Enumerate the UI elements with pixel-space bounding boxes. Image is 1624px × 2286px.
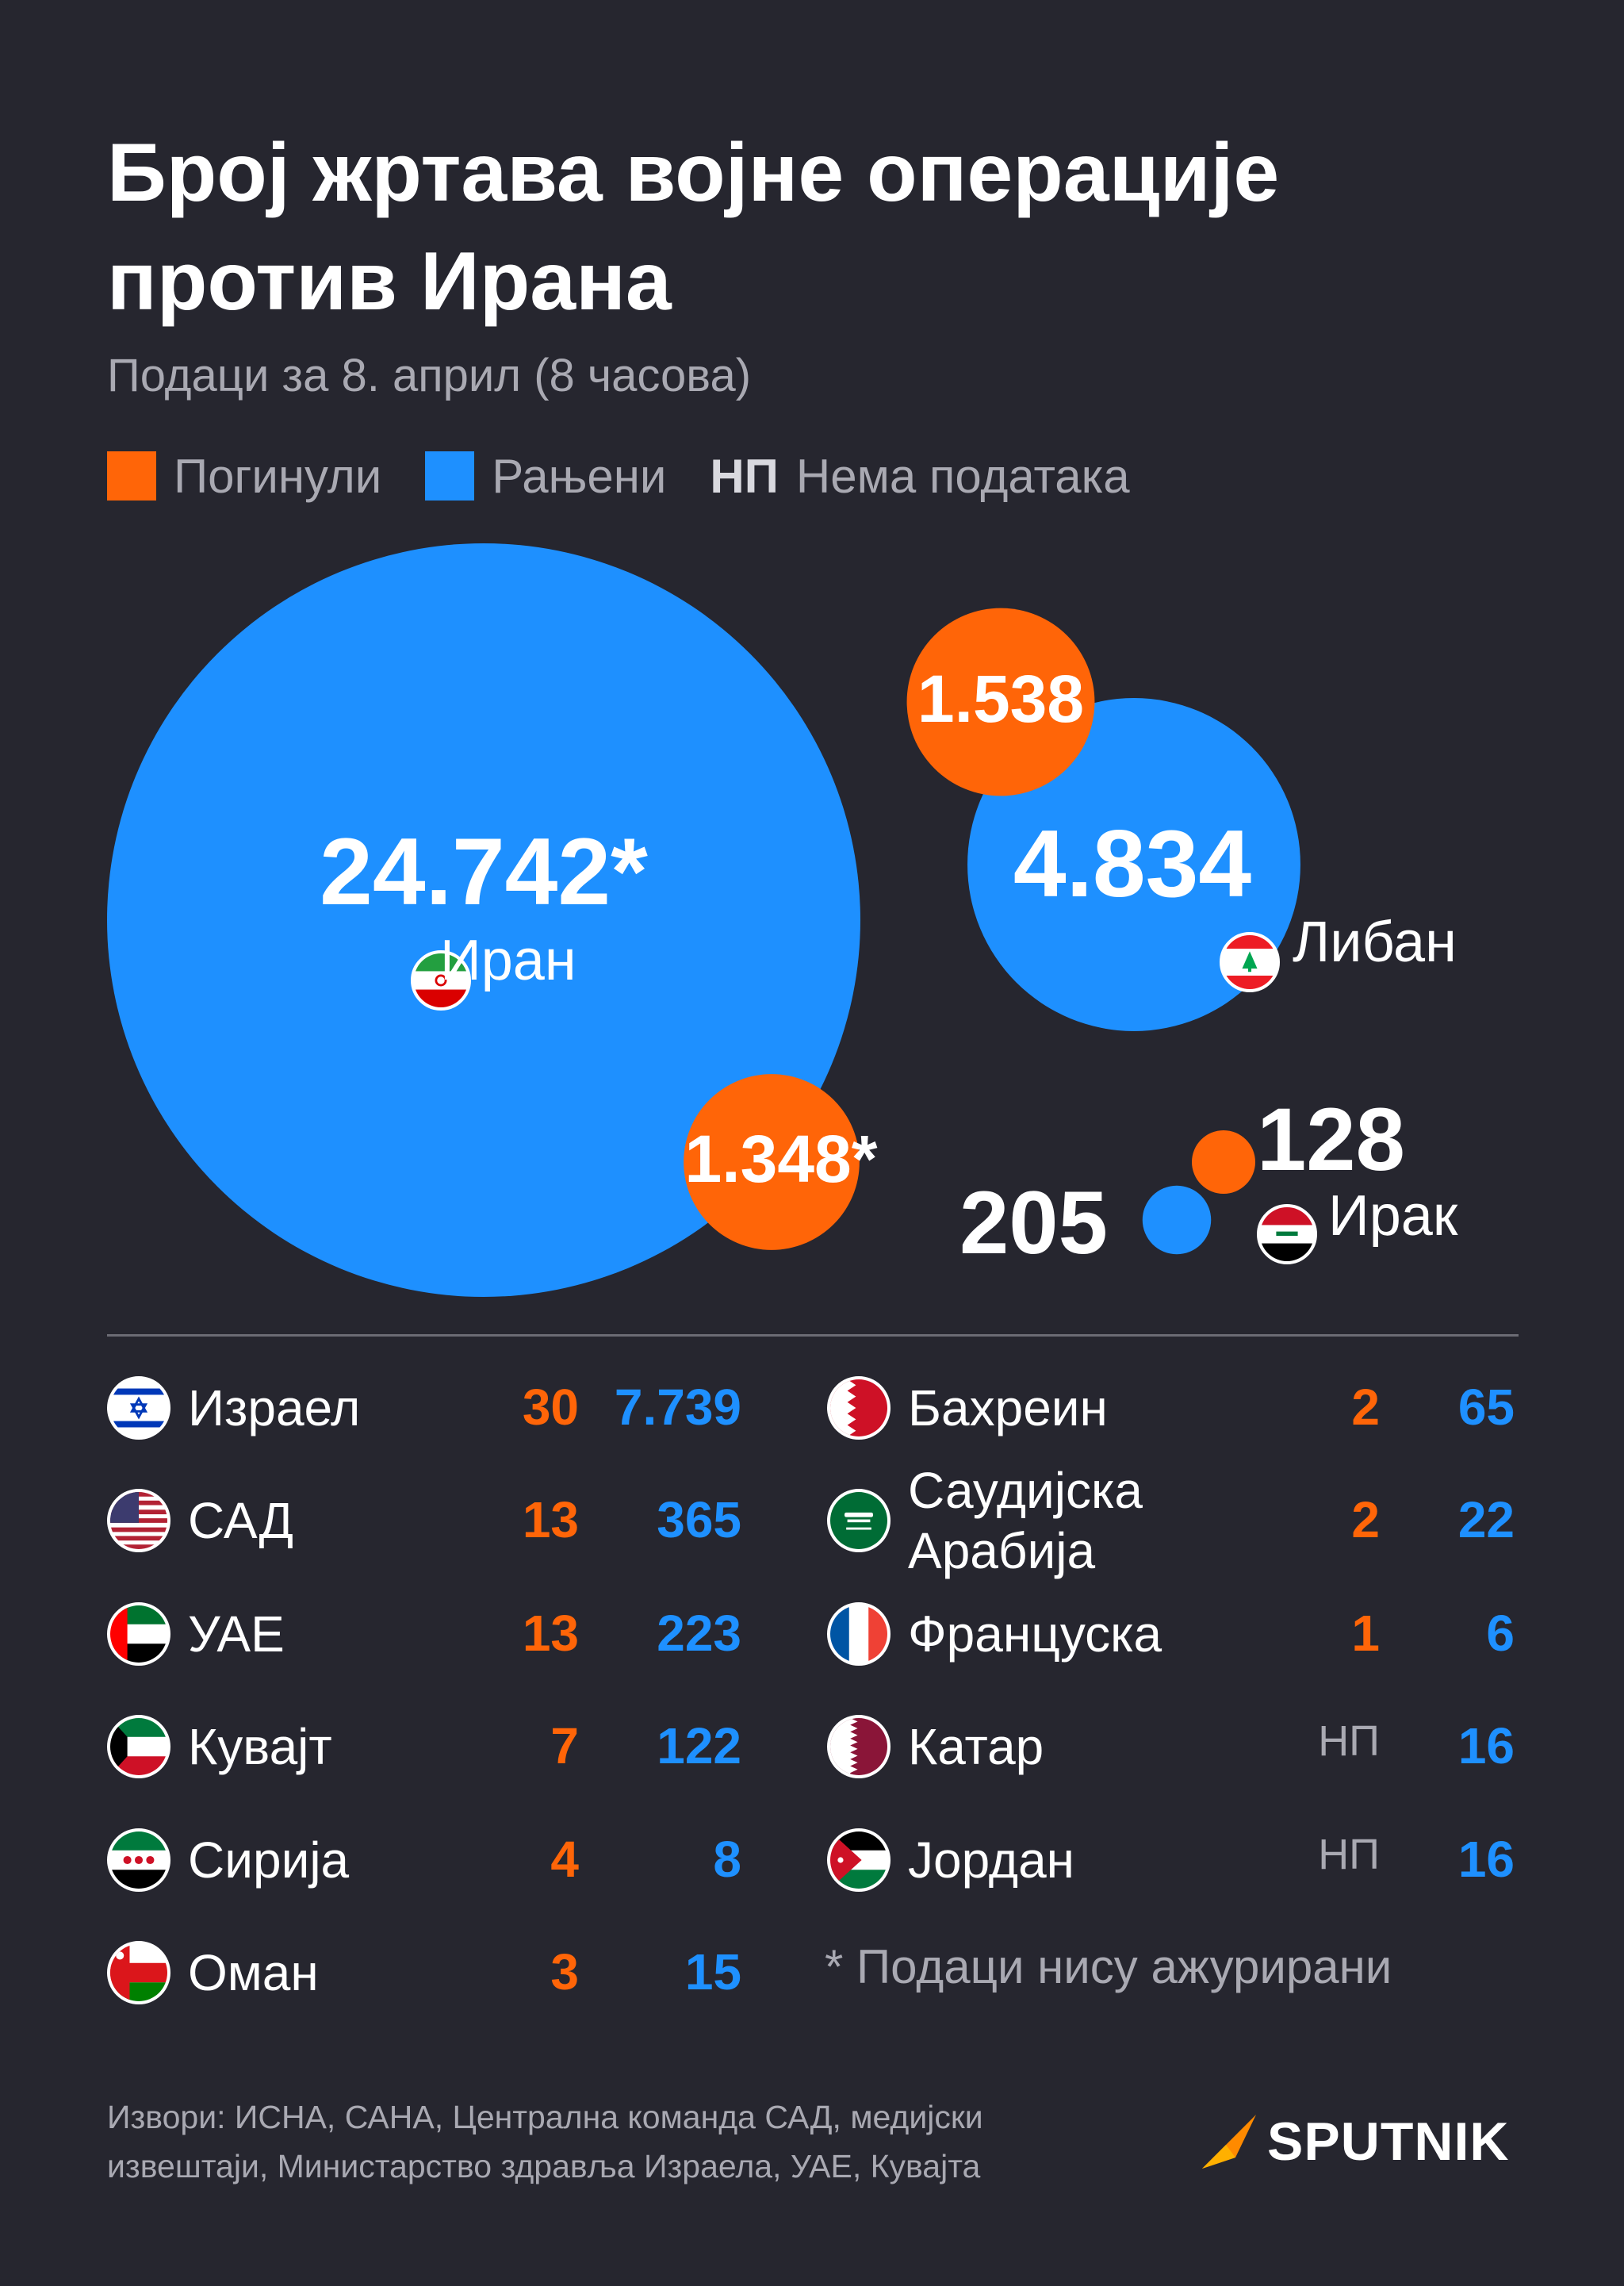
table-row-saudi: Саудијска Арабија xyxy=(827,1481,1143,1560)
country-name-line-1: Саудијска xyxy=(908,1460,1143,1521)
kuwait-flag-icon xyxy=(107,1715,170,1778)
wounded-value: 65 xyxy=(1340,1378,1515,1436)
country-name: Оман xyxy=(188,1943,319,2003)
wounded-value: 22 xyxy=(1340,1490,1515,1549)
wounded-value: 16 xyxy=(1340,1830,1515,1889)
country-name: Француска xyxy=(908,1604,1162,1664)
table-row-israel: Израел xyxy=(107,1368,360,1448)
table-row-qatar: Катар xyxy=(827,1707,1044,1786)
country-name: Јордан xyxy=(908,1830,1074,1890)
table-row-oman: Оман xyxy=(107,1933,319,2012)
lebanon-country-label: Либан xyxy=(1293,911,1457,974)
country-name: Израел xyxy=(188,1378,360,1438)
iraq-killed-label: 128 xyxy=(1257,1090,1405,1189)
iraq-killed-bubble xyxy=(1192,1130,1255,1194)
qatar-flag-icon xyxy=(827,1715,891,1778)
killed-value: 13 xyxy=(404,1490,579,1549)
sources-line-2: извештаји, Министарство здравља Израела,… xyxy=(107,2142,1185,2191)
jordan-flag-icon xyxy=(827,1828,891,1892)
sources: Извори: ИСНА, САНА, Централна команда СА… xyxy=(107,2092,1185,2191)
sputnik-mark-icon xyxy=(1197,2110,1261,2173)
country-name-line-2: Арабија xyxy=(908,1521,1143,1581)
iran-wounded-label: 24.742* xyxy=(320,819,648,925)
wounded-value: 122 xyxy=(567,1716,741,1775)
killed-value: 3 xyxy=(404,1943,579,2001)
lebanon-flag-icon xyxy=(1220,932,1281,994)
table-row-kuwait: Кувајт xyxy=(107,1707,332,1786)
sources-line-1: Извори: ИСНА, САНА, Централна команда СА… xyxy=(107,2092,1185,2142)
israel-flag-icon xyxy=(107,1376,170,1440)
country-name: Сирија xyxy=(188,1830,349,1890)
usa-flag-icon xyxy=(107,1489,170,1552)
oman-flag-icon xyxy=(107,1941,170,2004)
iraq-wounded-label: 205 xyxy=(959,1173,1108,1272)
country-name: Катар xyxy=(908,1716,1044,1777)
iraq-flag-icon xyxy=(1257,1204,1319,1266)
table-row-usa: САД xyxy=(107,1481,293,1560)
iran-country-label: Иран xyxy=(440,929,576,992)
table-row-bahrain: Бахреин xyxy=(827,1368,1108,1448)
wounded-value: 15 xyxy=(567,1943,741,2001)
table-row-uae: УАЕ xyxy=(107,1594,285,1674)
wounded-value: 6 xyxy=(1340,1604,1515,1663)
sputnik-wordmark: SPUTNIK xyxy=(1267,2111,1509,2173)
syria-flag-icon xyxy=(107,1828,170,1892)
country-name: Бахреин xyxy=(908,1378,1108,1438)
killed-value: 7 xyxy=(404,1716,579,1775)
lebanon-wounded-label: 4.834 xyxy=(1013,811,1252,917)
wounded-value: 365 xyxy=(567,1490,741,1549)
bubble-chart: 24.742* 1.348* Иран 4.834 1.538 Либан 205 128Ир… xyxy=(0,0,1624,1333)
wounded-value: 16 xyxy=(1340,1716,1515,1775)
lebanon-killed-label: 1.538 xyxy=(917,662,1084,736)
wounded-value: 7.739 xyxy=(567,1378,741,1436)
divider xyxy=(107,1334,1519,1337)
bahrain-flag-icon xyxy=(827,1376,891,1440)
killed-value: 4 xyxy=(404,1830,579,1889)
uae-flag-icon xyxy=(107,1602,170,1666)
france-flag-icon xyxy=(827,1602,891,1666)
killed-value: 13 xyxy=(404,1604,579,1663)
country-name: Саудијска Арабија xyxy=(908,1460,1143,1581)
wounded-value: 223 xyxy=(567,1604,741,1663)
iran-killed-label: 1.348* xyxy=(685,1122,878,1196)
sputnik-logo: SPUTNIK xyxy=(1197,2110,1509,2173)
iraq-wounded-bubble xyxy=(1143,1186,1211,1254)
footnote: * Подаци нису ажурирани xyxy=(825,1939,1392,1994)
saudi-flag-icon xyxy=(827,1489,891,1552)
table-row-france: Француска xyxy=(827,1594,1162,1674)
table-row-jordan: Јордан xyxy=(827,1820,1074,1900)
country-name: УАЕ xyxy=(188,1604,285,1664)
country-name: Кувајт xyxy=(188,1716,332,1777)
killed-value: 30 xyxy=(404,1378,579,1436)
table-row-syria: Сирија xyxy=(107,1820,349,1900)
wounded-value: 8 xyxy=(567,1830,741,1889)
iraq-country-label: Ирак xyxy=(1328,1184,1458,1248)
country-name: САД xyxy=(188,1490,293,1551)
